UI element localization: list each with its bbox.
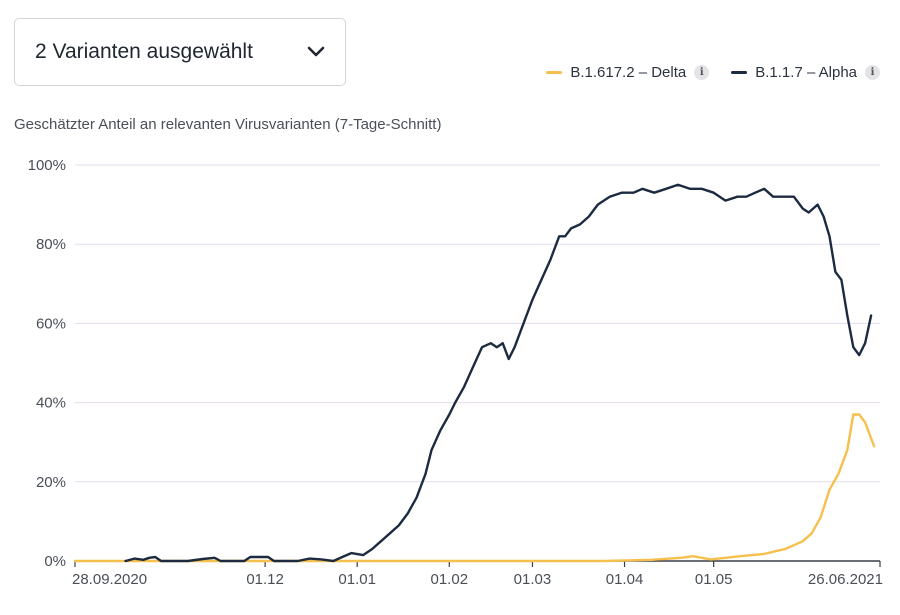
info-icon[interactable]: i xyxy=(694,65,710,80)
variant-selector-label: 2 Varianten ausgewählt xyxy=(35,40,253,63)
info-icon[interactable]: i xyxy=(865,65,880,80)
chart-legend: B.1.617.2 – Delta i B.1.1.7 – Alpha i xyxy=(546,64,880,81)
series-line-delta xyxy=(73,413,876,563)
y-tick-label: 20% xyxy=(36,474,66,491)
x-tick-label: 01.01 xyxy=(338,571,376,588)
series-line-alpha xyxy=(124,183,873,563)
legend-item-alpha[interactable]: B.1.1.7 – Alpha i xyxy=(731,64,880,81)
y-tick-label: 40% xyxy=(36,395,66,412)
y-tick-label: 80% xyxy=(36,236,66,253)
chevron-down-icon[interactable] xyxy=(305,41,327,63)
legend-label-delta: B.1.617.2 – Delta xyxy=(570,64,687,81)
y-tick-label: 100% xyxy=(28,157,66,174)
legend-label-alpha: B.1.1.7 – Alpha xyxy=(755,64,857,81)
x-tick-label: 01.04 xyxy=(606,571,644,588)
variant-selector-dropdown[interactable]: 2 Varianten ausgewählt xyxy=(14,18,346,86)
y-tick-label: 60% xyxy=(36,315,66,332)
x-tick-label: 28.09.2020 xyxy=(72,571,147,588)
x-tick-label: 01.05 xyxy=(695,571,733,588)
legend-swatch-alpha xyxy=(731,71,748,74)
chart-title: Geschätzter Anteil an relevanten Virusva… xyxy=(14,116,442,133)
legend-swatch-delta xyxy=(546,71,563,74)
x-tick-label: 01.12 xyxy=(246,571,284,588)
x-tick-label: 01.02 xyxy=(431,571,469,588)
x-tick-label: 01.03 xyxy=(514,571,552,588)
legend-item-delta[interactable]: B.1.617.2 – Delta i xyxy=(546,64,710,81)
y-tick-label: 0% xyxy=(44,553,66,570)
x-tick-label: 26.06.2021 xyxy=(808,571,883,588)
